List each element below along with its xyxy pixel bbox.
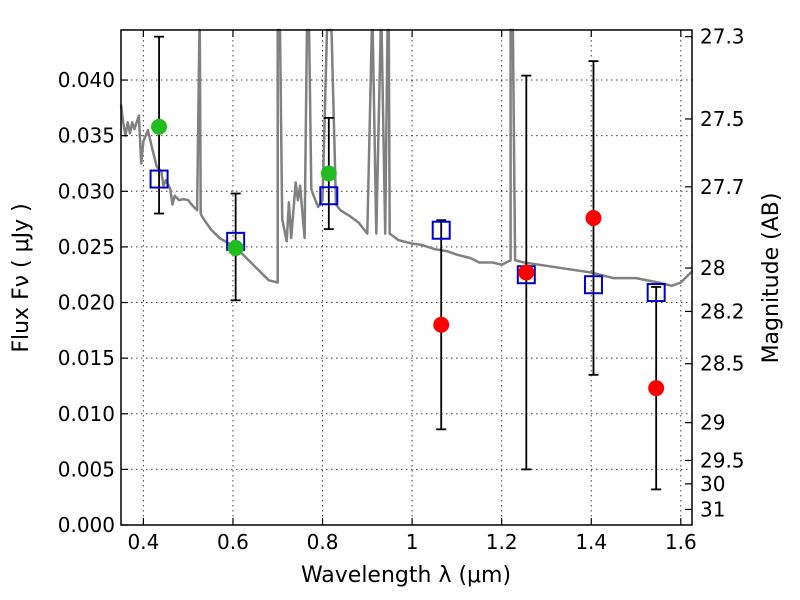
x-tick-label: 0.4 [127,530,159,554]
y2-tick-label: 28 [700,256,725,280]
model-point [319,186,339,206]
x-tick-label: 1.6 [665,530,697,554]
y-tick-label: 0.020 [58,291,115,315]
y2-tick-label: 27.3 [700,25,745,49]
data-point [518,264,535,281]
y2-tick-label: 29 [700,411,725,435]
model-point [583,275,603,295]
model-spectrum-line [119,28,693,288]
x-axis-title: Wavelength λ (μm) [301,563,511,588]
model-point [149,169,169,189]
model-point [431,220,451,240]
plot-frame [120,29,693,526]
y2-tick-label: 27.5 [700,107,745,131]
y2-tick-label: 30 [700,472,725,496]
data-point [227,240,244,257]
y-tick-label: 0.000 [58,513,115,537]
marker-layer [149,118,666,397]
data-point [320,165,337,182]
y-tick-label: 0.010 [58,402,115,426]
x-tick-label: 1 [406,530,419,554]
y2-tick-label: 28.2 [700,299,745,323]
x-tick-label: 1.2 [486,530,518,554]
y-axis-title: Flux Fν ( μJy ) [9,203,34,352]
y2-tick-label: 31 [700,497,725,521]
data-point [648,380,665,397]
y2-axis-title: Magnitude (AB) [759,193,784,364]
y-tick-label: 0.015 [58,346,115,370]
x-tick-label: 0.8 [307,530,339,554]
y2-tick-label: 29.5 [700,448,745,472]
model-point [646,283,666,303]
y-tick-label: 0.005 [58,457,115,481]
x-tick-label: 0.6 [217,530,249,554]
model-spectrum-layer [119,28,693,288]
error-bar-layer [154,35,662,491]
grid-layer [121,30,692,526]
data-point [585,209,602,226]
y-tick-label: 0.040 [58,68,115,92]
y-tick-layer: 0.000 0.005 0.010 0.015 0.020 0.025 0.030 0.035… [58,68,128,537]
y-tick-label: 0.030 [58,179,115,203]
x-tick-label: 1.4 [575,530,607,554]
data-point [151,118,168,135]
y2-tick-label: 27.7 [700,175,745,199]
data-point [433,316,450,333]
y-tick-label: 0.025 [58,235,115,259]
y-tick-label: 0.035 [58,124,115,148]
x-tick-layer: 0.4 0.6 0.8 1 1.2 1.4 1.6 [127,30,697,554]
y2-tick-label: 28.5 [700,352,745,376]
